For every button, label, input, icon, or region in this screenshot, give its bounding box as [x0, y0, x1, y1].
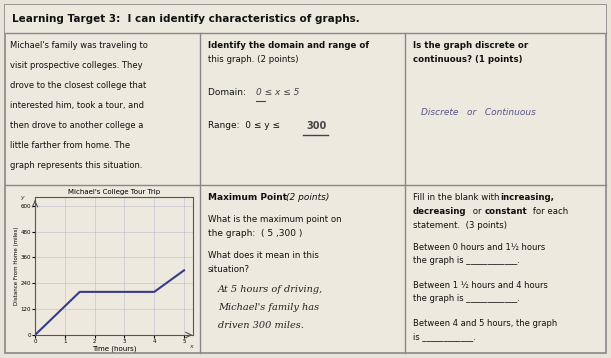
Text: statement.  (3 points): statement. (3 points)	[413, 221, 507, 230]
Text: this graph. (2 points): this graph. (2 points)	[208, 55, 299, 64]
Text: the graph is ____________.: the graph is ____________.	[413, 256, 520, 265]
Text: x: x	[189, 344, 194, 348]
Y-axis label: Distance From Home (miles): Distance From Home (miles)	[14, 227, 19, 305]
Text: y: y	[20, 195, 23, 200]
Title: Michael's College Tour Trip: Michael's College Tour Trip	[68, 189, 160, 195]
Text: situation?: situation?	[208, 265, 250, 274]
Text: continuous? (1 points): continuous? (1 points)	[413, 55, 522, 64]
Text: driven 300 miles.: driven 300 miles.	[218, 321, 304, 330]
Text: then drove to another college a: then drove to another college a	[10, 121, 144, 130]
Text: 0 ≤ x ≤ 5: 0 ≤ x ≤ 5	[256, 88, 299, 97]
Text: decreasing: decreasing	[413, 207, 467, 216]
Text: Fill in the blank with: Fill in the blank with	[413, 193, 502, 202]
Text: Range:  0 ≤ y ≤: Range: 0 ≤ y ≤	[208, 121, 283, 130]
Bar	[5, 5, 606, 33]
Text: 300: 300	[306, 121, 326, 131]
Text: What does it mean in this: What does it mean in this	[208, 251, 319, 260]
Text: interested him, took a tour, and: interested him, took a tour, and	[10, 101, 144, 110]
Text: Between 0 hours and 1½ hours: Between 0 hours and 1½ hours	[413, 243, 545, 252]
Text: Between 4 and 5 hours, the graph: Between 4 and 5 hours, the graph	[413, 319, 557, 328]
Text: Between 1 ½ hours and 4 hours: Between 1 ½ hours and 4 hours	[413, 281, 548, 290]
Text: little farther from home. The: little farther from home. The	[10, 141, 130, 150]
Text: What is the maximum point on: What is the maximum point on	[208, 215, 342, 224]
Text: or: or	[470, 207, 485, 216]
Text: constant: constant	[485, 207, 528, 216]
Text: (2 points): (2 points)	[286, 193, 329, 202]
Text: increasing,: increasing,	[500, 193, 554, 202]
Text: Identify the domain and range of: Identify the domain and range of	[208, 41, 369, 50]
Text: Maximum Point: Maximum Point	[208, 193, 290, 202]
Text: visit prospective colleges. They: visit prospective colleges. They	[10, 61, 142, 70]
Text: for each: for each	[530, 207, 568, 216]
Text: Learning Target 3:  I can identify characteristics of graphs.: Learning Target 3: I can identify charac…	[12, 14, 360, 24]
Text: drove to the closest college that: drove to the closest college that	[10, 81, 146, 90]
Text: Michael's family has: Michael's family has	[218, 303, 319, 312]
X-axis label: Time (hours): Time (hours)	[92, 345, 136, 352]
Text: the graph:  ( 5 ,300 ): the graph: ( 5 ,300 )	[208, 229, 302, 238]
Text: Michael's family was traveling to: Michael's family was traveling to	[10, 41, 148, 50]
Text: Is the graph discrete or: Is the graph discrete or	[413, 41, 529, 50]
Text: the graph is ____________.: the graph is ____________.	[413, 294, 520, 303]
Text: is ____________.: is ____________.	[413, 332, 476, 341]
Text: Discrete   or   Continuous: Discrete or Continuous	[421, 108, 536, 117]
Text: At 5 hours of driving,: At 5 hours of driving,	[218, 285, 323, 294]
Text: Domain:: Domain:	[208, 88, 249, 97]
Text: graph represents this situation.: graph represents this situation.	[10, 161, 142, 170]
